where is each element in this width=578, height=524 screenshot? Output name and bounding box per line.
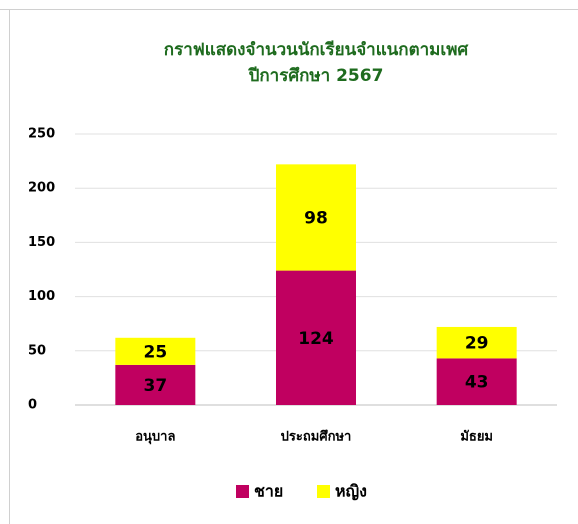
y-tick-label: 100 [28,289,55,304]
legend-label: ชาย [254,482,283,501]
y-tick-label: 250 [28,127,55,142]
x-tick-label: อนุบาล [135,430,175,445]
y-tick-label: 150 [28,235,55,250]
legend-label: หญิง [335,482,367,502]
bar-segment [436,358,517,405]
bar-segment [115,364,196,405]
bar-segment [276,270,356,405]
x-tick-label: มัธยม [460,430,493,445]
chart-title: กราฟแสดงจำนวนนักเรียนจำแนกตามเพศ [164,39,470,60]
data-label: 37 [143,376,167,396]
data-label: 43 [465,373,489,393]
data-label: 29 [465,334,489,354]
y-tick-label: 200 [28,181,55,196]
legend-swatch [317,485,330,498]
legend-swatch [236,485,249,498]
bar-segment [436,326,517,359]
data-label: 124 [298,329,334,349]
chart-subtitle: ปีการศึกษา 2567 [248,65,384,86]
data-label: 25 [143,342,167,362]
bar-segment [276,164,356,271]
data-label: 98 [304,208,328,228]
x-tick-label: ประถมศึกษา [281,429,352,445]
y-tick-label: 50 [28,343,46,358]
bar-segment [115,337,196,365]
y-tick-label: 0 [28,398,37,413]
